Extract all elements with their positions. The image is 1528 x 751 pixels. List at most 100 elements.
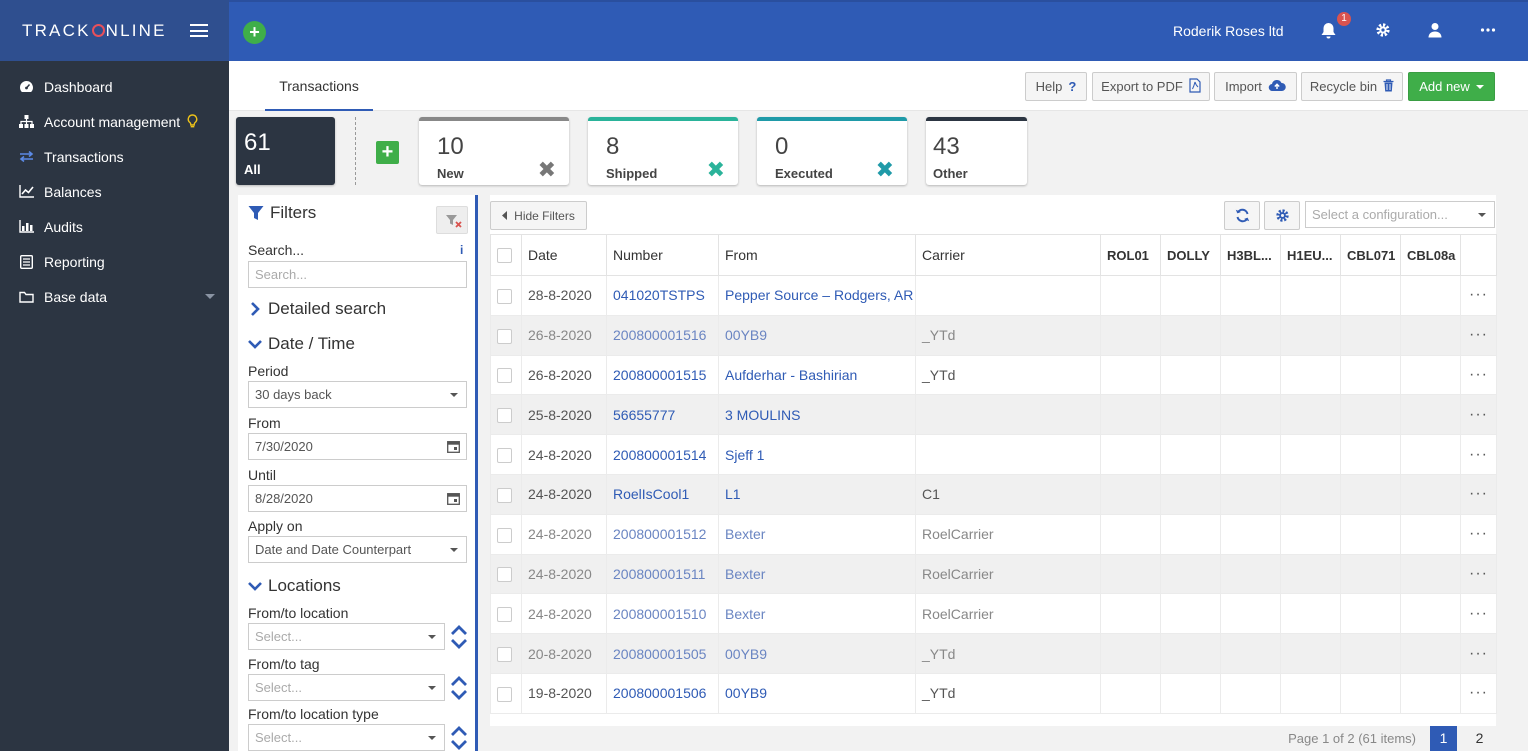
cell-from[interactable]: Sjeff 1: [718, 434, 916, 475]
row-checkbox[interactable]: [490, 434, 522, 475]
cell-number[interactable]: 041020TSTPS: [606, 275, 719, 316]
lightbulb-icon[interactable]: [187, 114, 198, 129]
row-checkbox[interactable]: [490, 275, 522, 316]
sidebar-item-dashboard[interactable]: Dashboard: [0, 69, 229, 104]
info-icon[interactable]: i: [460, 243, 464, 257]
row-checkbox[interactable]: [490, 553, 522, 595]
row-menu-icon[interactable]: ···: [1460, 672, 1497, 714]
column-header-carrier[interactable]: Carrier: [915, 234, 1101, 276]
import-button[interactable]: Import: [1214, 72, 1297, 101]
configuration-select[interactable]: Select a configuration...: [1305, 201, 1495, 228]
row-checkbox[interactable]: [490, 633, 522, 674]
row-menu-icon[interactable]: ···: [1460, 633, 1497, 674]
cell-from[interactable]: Bexter: [718, 553, 916, 595]
row-checkbox[interactable]: [490, 354, 522, 396]
row-menu-icon[interactable]: ···: [1460, 434, 1497, 475]
cell-from[interactable]: 00YB9: [718, 672, 916, 714]
cell-number[interactable]: 200800001514: [606, 434, 719, 475]
column-header-h3bl[interactable]: H3BL...: [1220, 234, 1281, 276]
table-row[interactable]: 24-8-2020 200800001512 Bexter RoelCarrier ··…: [490, 513, 1497, 555]
row-checkbox[interactable]: [490, 513, 522, 555]
cell-number[interactable]: 200800001505: [606, 633, 719, 674]
clear-filters-icon[interactable]: [436, 206, 468, 234]
help-button[interactable]: Help ?: [1025, 72, 1087, 101]
row-menu-icon[interactable]: ···: [1460, 314, 1497, 356]
row-menu-icon[interactable]: ···: [1460, 354, 1497, 396]
column-header-cbl071[interactable]: CBL071: [1340, 234, 1401, 276]
close-icon[interactable]: ✖: [875, 157, 894, 182]
calendar-icon[interactable]: [447, 440, 460, 453]
row-checkbox[interactable]: [490, 314, 522, 356]
table-row[interactable]: 28-8-2020 041020TSTPS Pepper Source – Rodg…: [490, 275, 1497, 316]
cell-from[interactable]: Bexter: [718, 513, 916, 555]
column-header-cbl08a[interactable]: CBL08a: [1400, 234, 1461, 276]
company-name[interactable]: Roderik Roses ltd: [1173, 23, 1284, 39]
hide-filters-button[interactable]: Hide Filters: [490, 201, 587, 230]
cell-from[interactable]: Pepper Source – Rodgers, AR: [718, 275, 916, 316]
cell-number[interactable]: 200800001512: [606, 513, 719, 555]
status-card-executed[interactable]: 0 Executed ✖: [757, 117, 907, 185]
sidebar-item-account-management[interactable]: Account management: [0, 104, 229, 139]
status-card-shipped[interactable]: 8 Shipped ✖: [588, 117, 738, 185]
status-card-other[interactable]: 43 Other: [926, 117, 1027, 185]
apply-on-select[interactable]: Date and Date Counterpart: [248, 536, 467, 563]
row-checkbox[interactable]: [490, 394, 522, 436]
sidebar-item-reporting[interactable]: Reporting: [0, 244, 229, 279]
table-row[interactable]: 24-8-2020 200800001511 Bexter RoelCarrier ··…: [490, 553, 1497, 595]
date-time-toggle[interactable]: Date / Time: [248, 334, 355, 354]
row-checkbox[interactable]: [490, 593, 522, 635]
sort-toggle-icon[interactable]: [450, 725, 468, 751]
from-date-field[interactable]: 7/30/2020: [248, 433, 467, 460]
close-icon[interactable]: ✖: [537, 157, 556, 182]
cell-number[interactable]: 56655777: [606, 394, 719, 436]
cell-number[interactable]: 200800001506: [606, 672, 719, 714]
recycle-bin-button[interactable]: Recycle bin: [1301, 72, 1403, 101]
hamburger-menu-icon[interactable]: [190, 24, 208, 37]
column-header-h1eu[interactable]: H1EU...: [1280, 234, 1341, 276]
table-row[interactable]: 24-8-2020 200800001510 Bexter RoelCarrier ··…: [490, 593, 1497, 635]
row-checkbox[interactable]: [490, 672, 522, 714]
column-header-dolly[interactable]: DOLLY: [1160, 234, 1221, 276]
table-row[interactable]: 25-8-2020 56655777 3 MOULINS ···: [490, 394, 1497, 436]
row-menu-icon[interactable]: ···: [1460, 394, 1497, 436]
sidebar-item-balances[interactable]: Balances: [0, 174, 229, 209]
page-button-2[interactable]: 2: [1475, 730, 1484, 746]
sidebar-item-transactions[interactable]: Transactions: [0, 139, 229, 174]
cell-from[interactable]: Aufderhar - Bashirian: [718, 354, 916, 396]
sort-toggle-icon[interactable]: [450, 624, 468, 650]
column-header-rol01[interactable]: ROL01: [1100, 234, 1161, 276]
page-button-1[interactable]: 1: [1430, 726, 1457, 751]
cell-from[interactable]: Bexter: [718, 593, 916, 635]
bell-icon[interactable]: [1320, 22, 1338, 40]
column-header-date[interactable]: Date: [521, 234, 607, 276]
row-checkbox[interactable]: [490, 473, 522, 515]
select-all-checkbox[interactable]: [490, 234, 522, 276]
gear-icon[interactable]: [1375, 22, 1393, 40]
cell-from[interactable]: 00YB9: [718, 314, 916, 356]
cell-number[interactable]: 200800001515: [606, 354, 719, 396]
tab-transactions[interactable]: Transactions: [265, 61, 373, 111]
from-to-location-type-select[interactable]: Select...: [248, 724, 445, 751]
from-to-location-select[interactable]: Select...: [248, 623, 445, 650]
calendar-icon[interactable]: [447, 492, 460, 505]
table-row[interactable]: 26-8-2020 200800001516 00YB9 _YTd ···: [490, 314, 1497, 356]
search-input[interactable]: Search...: [248, 261, 467, 288]
locations-toggle[interactable]: Locations: [248, 576, 341, 596]
until-date-field[interactable]: 8/28/2020: [248, 485, 467, 512]
from-to-tag-select[interactable]: Select...: [248, 674, 445, 701]
row-menu-icon[interactable]: ···: [1460, 513, 1497, 555]
add-new-button[interactable]: Add new: [1408, 72, 1495, 101]
export-pdf-button[interactable]: Export to PDF: [1092, 72, 1210, 101]
sort-toggle-icon[interactable]: [450, 675, 468, 701]
status-card-all[interactable]: 61 All: [236, 117, 335, 185]
row-menu-icon[interactable]: ···: [1460, 593, 1497, 635]
cell-number[interactable]: 200800001511: [606, 553, 719, 595]
period-select[interactable]: 30 days back: [248, 381, 467, 408]
quick-add-icon[interactable]: +: [243, 21, 266, 44]
chevron-down-icon[interactable]: [205, 294, 215, 299]
table-row[interactable]: 19-8-2020 200800001506 00YB9 _YTd ···: [490, 672, 1497, 714]
column-header-number[interactable]: Number: [606, 234, 719, 276]
detailed-search-toggle[interactable]: Detailed search: [248, 299, 386, 319]
row-menu-icon[interactable]: ···: [1460, 473, 1497, 515]
table-row[interactable]: 24-8-2020 RoelIsCool1 L1 C1 ···: [490, 473, 1497, 515]
